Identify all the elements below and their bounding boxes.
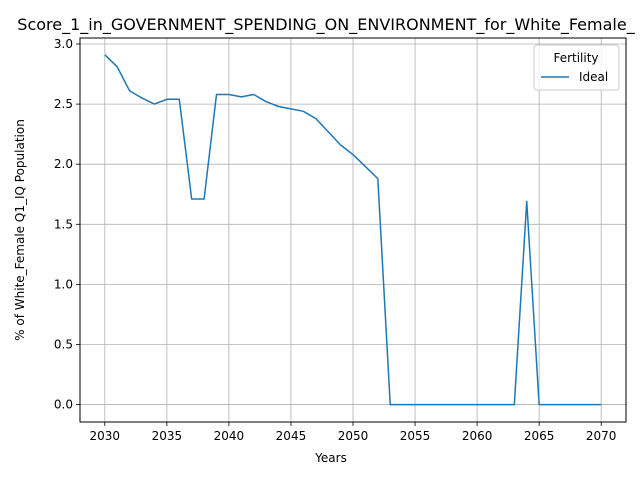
x-tick-label: 2050 bbox=[338, 429, 369, 443]
y-axis-ticks: 0.0 0.5 1.0 1.5 2.0 2.5 3.0 bbox=[54, 37, 80, 412]
x-tick-label: 2055 bbox=[400, 429, 431, 443]
series-line-ideal bbox=[104, 54, 602, 406]
series-layer bbox=[104, 54, 602, 406]
y-tick-label: 0.0 bbox=[54, 398, 73, 412]
legend: Fertility Ideal bbox=[533, 44, 620, 91]
y-tick-label: 3.0 bbox=[54, 37, 73, 51]
y-tick-label: 2.0 bbox=[54, 157, 73, 171]
legend-title: Fertility bbox=[553, 51, 598, 65]
x-tick-label: 2040 bbox=[214, 429, 245, 443]
y-tick-label: 1.5 bbox=[54, 217, 73, 231]
y-tick-label: 2.5 bbox=[54, 97, 73, 111]
x-tick-label: 2035 bbox=[152, 429, 183, 443]
x-tick-label: 2060 bbox=[462, 429, 493, 443]
x-tick-label: 2030 bbox=[90, 429, 121, 443]
x-tick-label: 2070 bbox=[586, 429, 617, 443]
x-axis-ticks: 2030 2035 2040 2045 2050 2055 2060 2065 2070 bbox=[90, 422, 617, 443]
legend-label-ideal: Ideal bbox=[579, 70, 608, 84]
x-axis-label: Years bbox=[314, 451, 347, 465]
y-axis-label: % of White_Female Q1_IQ Population bbox=[13, 119, 27, 341]
x-tick-label: 2065 bbox=[524, 429, 555, 443]
legend-box bbox=[533, 44, 620, 91]
chart-title: Score_1_in_GOVERNMENT_SPENDING_ON_ENVIRO… bbox=[17, 15, 635, 35]
y-tick-label: 0.5 bbox=[54, 337, 73, 351]
x-tick-label: 2045 bbox=[276, 429, 307, 443]
y-tick-label: 1.0 bbox=[54, 277, 73, 291]
